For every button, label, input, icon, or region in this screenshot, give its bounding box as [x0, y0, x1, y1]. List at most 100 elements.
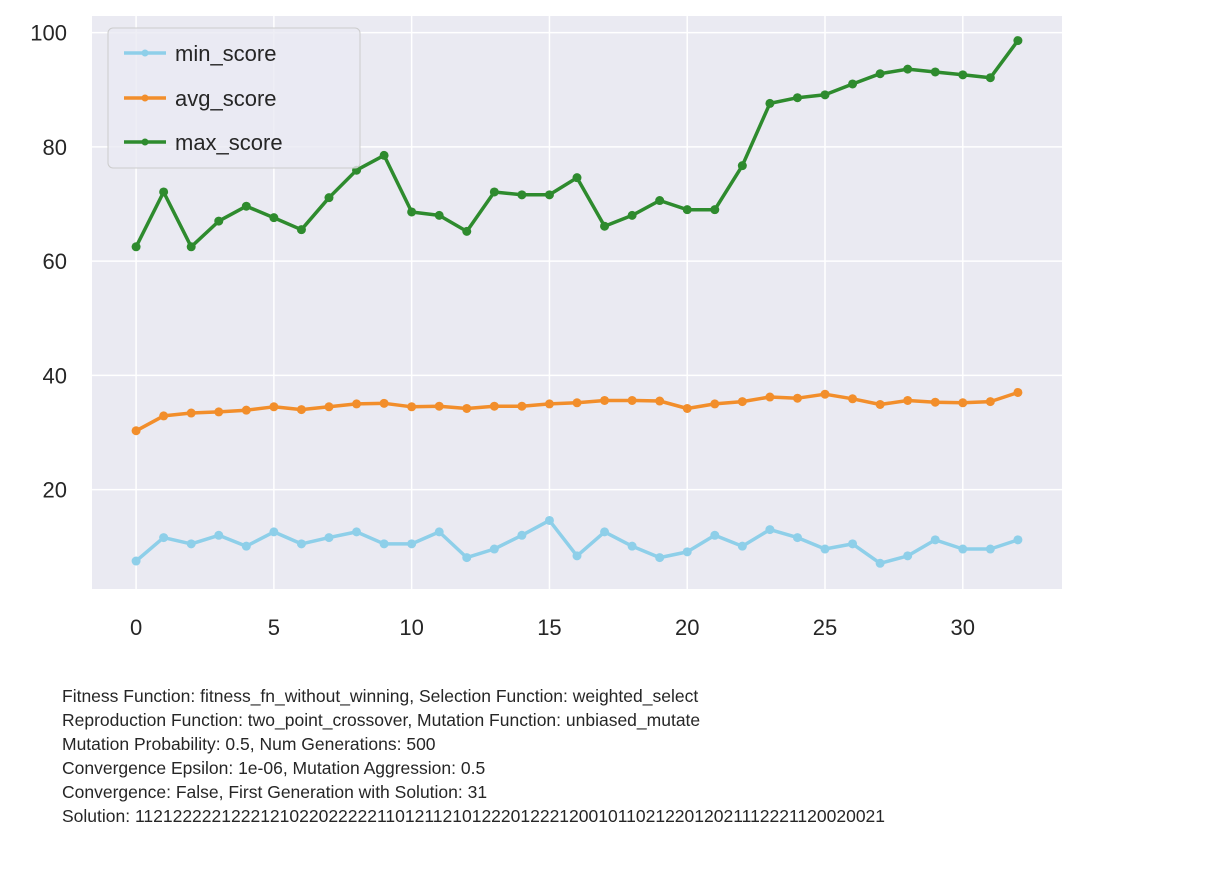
- data-point-avg-score: [765, 392, 775, 402]
- data-point-avg-score: [792, 393, 802, 403]
- data-point-min-score: [572, 551, 582, 561]
- data-point-avg-score: [544, 399, 554, 409]
- data-point-max-score: [544, 190, 554, 200]
- legend-entry-max-score: max_score: [124, 130, 283, 155]
- data-point-max-score: [737, 161, 747, 171]
- data-point-min-score: [737, 541, 747, 551]
- data-point-max-score: [214, 216, 224, 226]
- run-summary-caption: Fitness Function: fitness_fn_without_win…: [62, 684, 1202, 828]
- caption-mutation-probability: Mutation Probability: 0.5, Num Generatio…: [62, 734, 436, 754]
- data-point-avg-score: [875, 399, 885, 409]
- data-point-min-score: [820, 544, 830, 554]
- data-point-max-score: [489, 187, 499, 197]
- data-point-min-score: [710, 530, 720, 540]
- legend-entry-avg-score: avg_score: [124, 86, 277, 111]
- data-point-avg-score: [600, 395, 610, 405]
- data-point-avg-score: [159, 411, 169, 421]
- data-point-min-score: [214, 530, 224, 540]
- data-point-max-score: [875, 69, 885, 79]
- legend-marker-max-score: [141, 138, 149, 146]
- data-point-avg-score: [958, 398, 968, 408]
- data-point-min-score: [462, 553, 472, 563]
- data-point-max-score: [379, 150, 389, 160]
- y-tick-label: 40: [43, 363, 67, 388]
- data-point-min-score: [600, 527, 610, 537]
- data-point-max-score: [462, 226, 472, 236]
- data-point-max-score: [820, 90, 830, 100]
- data-point-max-score: [985, 73, 995, 83]
- x-tick-label: 10: [399, 615, 423, 640]
- data-point-min-score: [407, 539, 417, 549]
- data-point-max-score: [600, 221, 610, 231]
- x-tick-label: 25: [813, 615, 837, 640]
- data-point-min-score: [682, 547, 692, 557]
- data-point-avg-score: [296, 405, 306, 415]
- legend-label-min-score: min_score: [175, 41, 276, 66]
- data-point-min-score: [434, 527, 444, 537]
- caption-reproduction-mutation: Reproduction Function: two_point_crossov…: [62, 710, 701, 730]
- data-point-avg-score: [434, 401, 444, 411]
- data-point-min-score: [875, 558, 885, 568]
- data-point-min-score: [655, 553, 665, 563]
- legend-marker-min-score: [141, 49, 149, 57]
- data-point-avg-score: [186, 408, 196, 418]
- data-point-max-score: [324, 193, 334, 203]
- data-point-min-score: [792, 533, 802, 543]
- data-point-avg-score: [1013, 387, 1023, 397]
- x-tick-label: 5: [268, 615, 280, 640]
- data-point-avg-score: [737, 397, 747, 407]
- data-point-min-score: [324, 533, 334, 543]
- data-point-avg-score: [214, 407, 224, 417]
- data-point-max-score: [269, 213, 279, 223]
- data-point-min-score: [131, 556, 141, 566]
- data-point-max-score: [655, 196, 665, 206]
- data-point-max-score: [930, 67, 940, 77]
- data-point-avg-score: [324, 402, 334, 412]
- data-point-max-score: [434, 210, 444, 220]
- data-point-max-score: [159, 187, 169, 197]
- data-point-min-score: [159, 533, 169, 543]
- data-point-min-score: [269, 527, 279, 537]
- data-point-min-score: [903, 551, 913, 561]
- data-point-avg-score: [682, 403, 692, 413]
- data-point-max-score: [131, 242, 141, 252]
- data-point-avg-score: [572, 398, 582, 408]
- data-point-min-score: [627, 541, 637, 551]
- data-point-avg-score: [489, 401, 499, 411]
- data-point-max-score: [765, 98, 775, 108]
- data-point-max-score: [407, 207, 417, 217]
- data-point-max-score: [710, 205, 720, 215]
- grid-lines: [92, 16, 1062, 589]
- legend: min_score avg_score max_score: [107, 27, 361, 169]
- data-point-avg-score: [379, 398, 389, 408]
- caption-convergence: Convergence: False, First Generation wit…: [62, 782, 488, 802]
- data-point-avg-score: [517, 401, 527, 411]
- data-point-max-score: [627, 210, 637, 220]
- caption-convergence-epsilon: Convergence Epsilon: 1e-06, Mutation Agg…: [62, 758, 486, 778]
- y-tick-label: 60: [43, 249, 67, 274]
- data-point-max-score: [517, 190, 527, 200]
- data-point-avg-score: [241, 405, 251, 415]
- data-point-avg-score: [131, 426, 141, 436]
- data-point-min-score: [517, 530, 527, 540]
- data-point-avg-score: [407, 402, 417, 412]
- data-point-max-score: [682, 205, 692, 215]
- data-point-min-score: [489, 544, 499, 554]
- data-point-max-score: [848, 79, 858, 89]
- data-point-avg-score: [462, 403, 472, 413]
- data-point-avg-score: [655, 396, 665, 406]
- data-point-min-score: [1013, 535, 1023, 545]
- tick-labels: 0 5 10 15 20 25 30 20 40 60 80 100: [30, 21, 975, 640]
- data-point-max-score: [296, 225, 306, 235]
- data-point-min-score: [352, 527, 362, 537]
- legend-label-max-score: max_score: [175, 130, 283, 155]
- data-point-max-score: [903, 64, 913, 74]
- x-tick-label: 20: [675, 615, 699, 640]
- data-point-avg-score: [903, 395, 913, 405]
- data-point-min-score: [848, 539, 858, 549]
- data-point-min-score: [958, 544, 968, 554]
- data-point-min-score: [186, 539, 196, 549]
- data-point-avg-score: [820, 389, 830, 399]
- data-point-max-score: [572, 173, 582, 183]
- x-tick-label: 30: [951, 615, 975, 640]
